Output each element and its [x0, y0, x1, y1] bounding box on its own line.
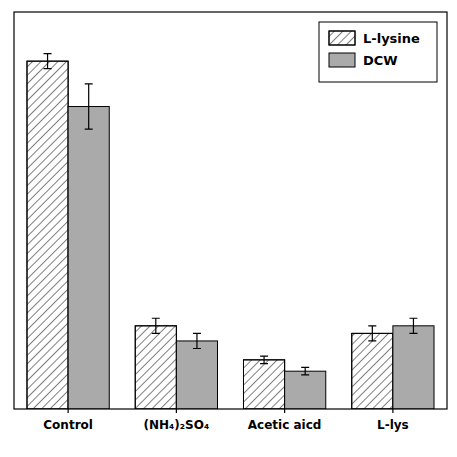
plot-frame [14, 12, 447, 409]
error-bar [152, 318, 160, 333]
error-bar [368, 326, 376, 341]
x-tick [176, 409, 177, 413]
chart: Control (NH₄)₂SO₄ Acetic aicd L-lys L-lysine… [0, 0, 457, 457]
legend-label: L-lysine [363, 31, 420, 46]
bar [135, 326, 176, 409]
bar-hatch [243, 360, 284, 409]
bar-hatch [352, 333, 393, 409]
legend-label: DCW [363, 53, 398, 68]
legend-swatch [329, 31, 355, 45]
error-bar [260, 356, 268, 364]
bar-hatch [135, 326, 176, 409]
bars [27, 61, 434, 409]
x-tick-label: Acetic aicd [248, 418, 322, 432]
error-bar [44, 54, 52, 69]
bar [27, 61, 68, 409]
x-tick-label: Control [43, 418, 93, 432]
x-tick [284, 409, 285, 413]
bar [243, 360, 284, 409]
x-tick [68, 409, 69, 413]
legend-swatch [329, 53, 355, 67]
error-bar [193, 333, 201, 348]
legend: L-lysine DCW [319, 22, 437, 82]
bar [285, 371, 326, 409]
error-bar [301, 367, 309, 375]
x-tick-label: L-lys [377, 418, 409, 432]
bar [176, 341, 217, 409]
plot-area [14, 12, 447, 409]
legend-swatch-hatch [329, 31, 355, 45]
bar-hatch [27, 61, 68, 409]
bar [352, 333, 393, 409]
x-tick-label: (NH₄)₂SO₄ [144, 418, 210, 432]
bar [393, 326, 434, 409]
error-bar [85, 84, 93, 129]
bar [68, 107, 109, 409]
error-bar [409, 318, 417, 333]
error-bars [44, 54, 418, 375]
x-tick [392, 409, 393, 413]
legend-frame [319, 22, 437, 82]
